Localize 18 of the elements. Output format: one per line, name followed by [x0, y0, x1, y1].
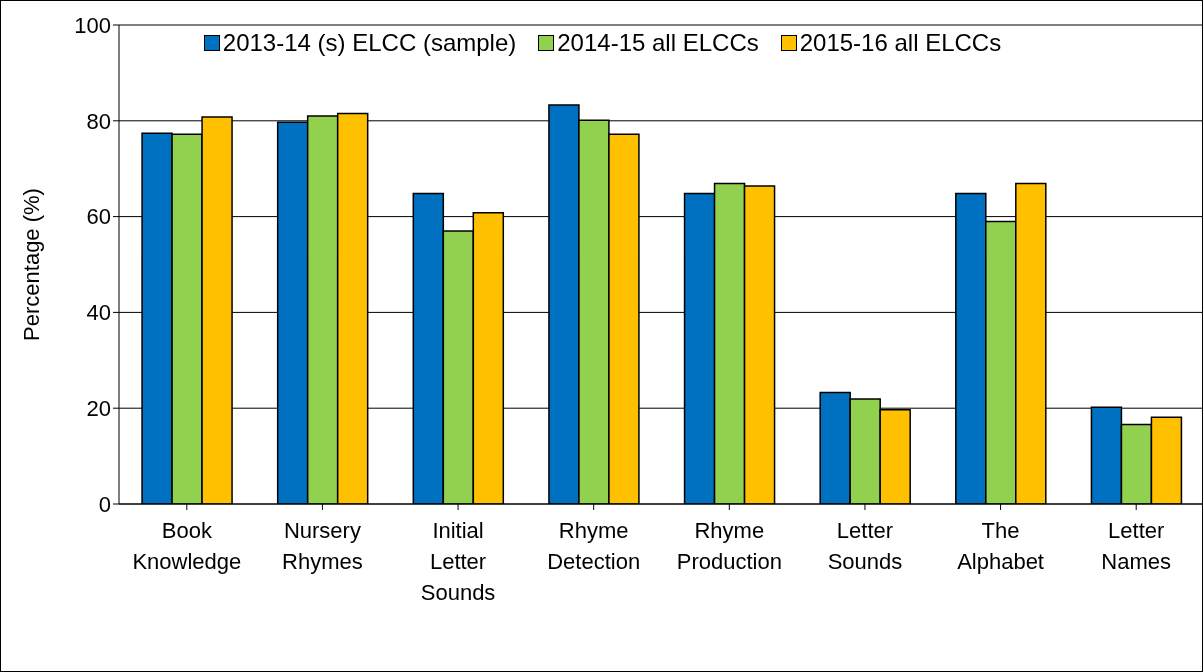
x-tick-label: Initial Letter Sounds: [420, 518, 496, 605]
legend-label: 2015-16 all ELCCs: [799, 29, 1002, 57]
y-tick-label: 100: [74, 12, 111, 38]
y-tick-label: 40: [86, 300, 111, 326]
y-tick-label: 0: [98, 491, 111, 517]
x-tick-label: Letter Names: [1101, 518, 1172, 574]
y-tick-label: 20: [86, 396, 111, 422]
y-axis-title: Percentage (%): [18, 188, 44, 341]
y-tick-label: 60: [86, 204, 111, 230]
x-tick-label: Nursery Rhymes: [282, 518, 363, 574]
y-tick-label: 80: [86, 108, 111, 134]
x-tick-label: Book Knowledge: [132, 518, 242, 574]
legend-label: 2013-14 (s) ELCC (sample): [222, 29, 517, 57]
x-tick-label: Letter Sounds: [827, 518, 903, 574]
x-tick-label: The Alphabet: [957, 518, 1044, 574]
legend-label: 2014-15 all ELCCs: [557, 29, 759, 57]
x-tick-label: Rhyme Detection: [547, 518, 641, 574]
x-tick-label: Rhyme Production: [676, 518, 782, 574]
